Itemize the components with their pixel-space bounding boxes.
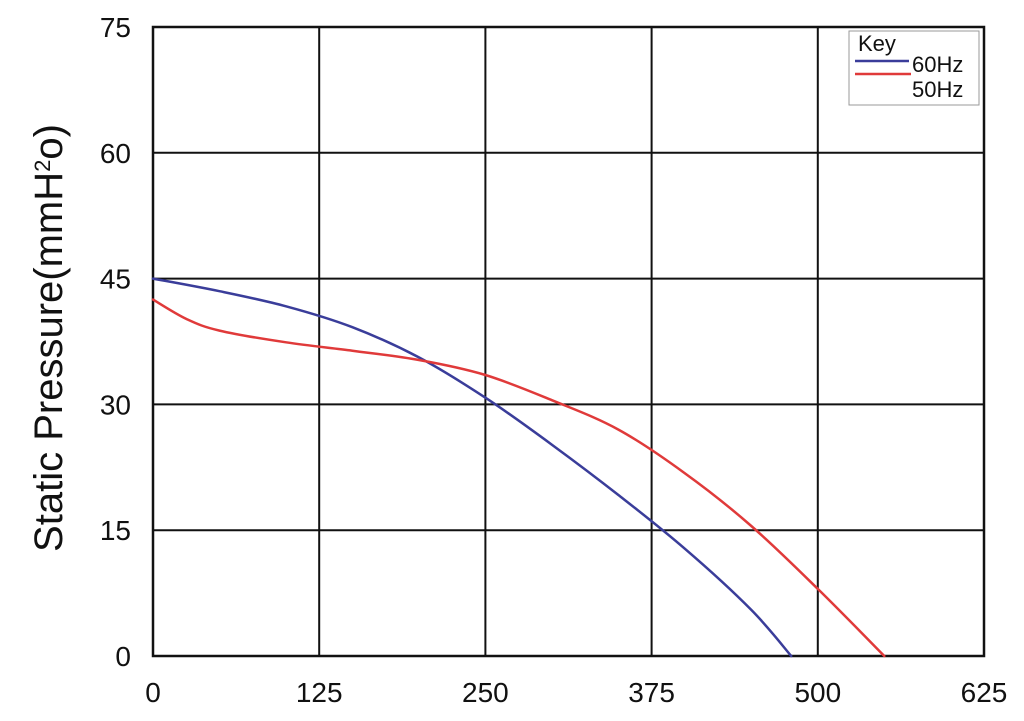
- plot-frame: [151, 25, 986, 658]
- x-tick-label: 0: [145, 677, 161, 708]
- y-tick-label: 75: [100, 12, 131, 43]
- y-axis-label: Static Pressure(mmH2o): [27, 124, 71, 552]
- series-layer: [151, 277, 886, 658]
- y-tick-label: 60: [100, 138, 131, 169]
- x-tick-label: 625: [961, 677, 1008, 708]
- series-line-50hz: [151, 298, 886, 658]
- legend-label-60hz: 60Hz: [912, 52, 963, 77]
- tick-labels: 0 125 250 375 500 625 0 15 30 45 60 75: [100, 12, 1008, 708]
- y-tick-label: 15: [100, 515, 131, 546]
- x-tick-label: 250: [462, 677, 509, 708]
- series-line-60hz: [151, 277, 793, 658]
- x-tick-label: 125: [296, 677, 343, 708]
- legend-title: Key: [858, 31, 896, 56]
- x-tick-label: 500: [794, 677, 841, 708]
- legend: Key 60Hz 50Hz: [848, 30, 980, 106]
- y-tick-label: 30: [100, 389, 131, 420]
- x-tick-label: 375: [628, 677, 675, 708]
- legend-label-50hz: 50Hz: [912, 77, 963, 102]
- y-tick-label: 0: [115, 641, 131, 672]
- y-tick-label: 45: [100, 264, 131, 295]
- grid: [152, 26, 985, 657]
- legend-box: [848, 30, 980, 106]
